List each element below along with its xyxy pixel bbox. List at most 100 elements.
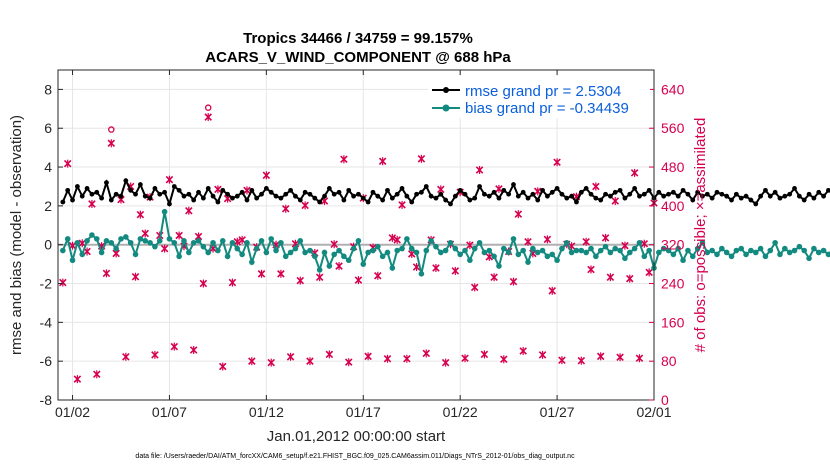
obs-assimilated-marker	[165, 175, 174, 184]
bias-point-155	[811, 245, 817, 252]
bias-point-80	[447, 239, 454, 246]
rmse-point-42	[263, 186, 269, 191]
bias-point-31	[210, 239, 216, 246]
rmse-point-83	[462, 191, 468, 197]
bias-point-87	[481, 249, 488, 256]
rmse-point-134	[709, 195, 715, 201]
bias-point-104	[563, 239, 570, 246]
bias-point-127	[675, 245, 682, 252]
bias-point-105	[568, 249, 575, 256]
rmse-point-135	[714, 189, 720, 195]
rmse-point-155	[811, 195, 817, 201]
rmse-point-107	[578, 189, 584, 195]
bias-point-21	[161, 208, 168, 215]
bias-point-126	[670, 251, 677, 258]
obs-assimilated-marker	[296, 276, 305, 285]
bias-point-20	[156, 238, 163, 244]
rmse-point-44	[273, 193, 279, 199]
rmse-point-118	[632, 186, 638, 191]
rmse-point-138	[729, 197, 734, 203]
rmse-point-41	[259, 191, 264, 197]
rmse-point-150	[787, 191, 793, 197]
obs-assimilated-marker	[630, 168, 639, 177]
bias-point-0	[60, 247, 66, 254]
obs-assimilated-marker	[432, 264, 440, 272]
rmse-point-72	[409, 199, 415, 205]
rmse-point-148	[777, 195, 783, 201]
bias-point-56	[331, 251, 337, 258]
bias-point-74	[418, 271, 425, 277]
chart-title-line2: ACARS_V_WIND_COMPONENT @ 688 hPa	[205, 49, 511, 66]
rmse-point-12	[118, 193, 124, 199]
rmse-point-33	[220, 187, 226, 193]
bias-point-67	[384, 249, 391, 256]
rmse-point-47	[288, 187, 293, 193]
rmse-point-11	[113, 191, 119, 197]
bias-point-24	[176, 253, 182, 260]
rmse-point-126	[670, 189, 676, 195]
rmse-point-73	[414, 191, 419, 197]
bias-point-89	[491, 253, 497, 260]
rmse-point-157	[821, 193, 826, 199]
bias-point-36	[234, 245, 241, 252]
rmse-point-51	[307, 191, 313, 197]
x-tick-label-2: 01/12	[249, 404, 284, 420]
rmse-point-147	[772, 189, 778, 195]
obs-assimilated-marker	[214, 185, 222, 194]
obs-assimilated-marker	[151, 350, 159, 359]
rmse-point-0	[60, 199, 66, 205]
x-tick-label-4: 01/22	[443, 404, 478, 420]
obs-assimilated-marker	[277, 269, 285, 278]
bias-point-6	[89, 232, 95, 238]
obs-assimilated-marker	[558, 356, 566, 365]
bias-point-138	[728, 253, 735, 260]
bias-point-40	[253, 245, 260, 252]
obs-assimilated-marker	[262, 171, 271, 180]
bias-point-9	[103, 238, 110, 244]
bias-point-108	[583, 249, 589, 256]
obs-assimilated-marker	[601, 233, 610, 242]
rmse-point-95	[520, 189, 526, 195]
bias-point-1	[64, 236, 71, 242]
bias-point-156	[815, 249, 822, 256]
bias-point-124	[660, 245, 667, 252]
y-axis-label-right: # of obs: o=possible; ×=assimilated	[692, 118, 709, 353]
x-tick-label-1: 01/07	[152, 404, 187, 420]
bias-point-102	[554, 257, 560, 264]
bias-point-119	[636, 239, 643, 246]
obs-assimilated-marker	[59, 278, 67, 287]
rmse-point-86	[477, 184, 482, 189]
obs-assimilated-marker	[383, 354, 392, 363]
bias-point-90	[496, 263, 502, 269]
bias-point-111	[597, 247, 604, 254]
rmse-series	[60, 177, 830, 207]
bias-point-109	[588, 245, 594, 252]
rmse-point-128	[680, 187, 686, 193]
bias-point-82	[457, 251, 463, 258]
bias-point-136	[719, 245, 725, 252]
obs-assimilated-marker	[519, 346, 527, 355]
obs-assimilated-marker	[635, 354, 644, 363]
left-tick-label-8: 8	[44, 81, 52, 97]
obs-assimilated-marker	[640, 239, 649, 248]
rmse-point-92	[506, 191, 512, 197]
bias-point-43	[268, 236, 275, 242]
bias-point-3	[74, 239, 81, 246]
rmse-point-29	[200, 195, 206, 201]
x-tick-label-6: 02/01	[636, 404, 671, 420]
rmse-point-32	[215, 199, 221, 205]
rmse-point-146	[767, 193, 773, 199]
obs-assimilated-marker	[122, 352, 130, 361]
rmse-point-85	[472, 195, 478, 201]
bias-point-11	[113, 245, 119, 252]
rmse-point-82	[457, 187, 463, 193]
obs-assimilated-marker	[417, 154, 426, 163]
bias-point-52	[312, 253, 318, 260]
bias-point-30	[205, 249, 212, 256]
bias-point-135	[714, 251, 720, 258]
rmse-point-27	[191, 197, 197, 203]
bias-point-33	[219, 238, 226, 244]
left-tick-label-0: -8	[40, 392, 53, 408]
left-tick-label-2: -4	[40, 314, 53, 330]
obs-assimilated-marker	[524, 237, 532, 246]
